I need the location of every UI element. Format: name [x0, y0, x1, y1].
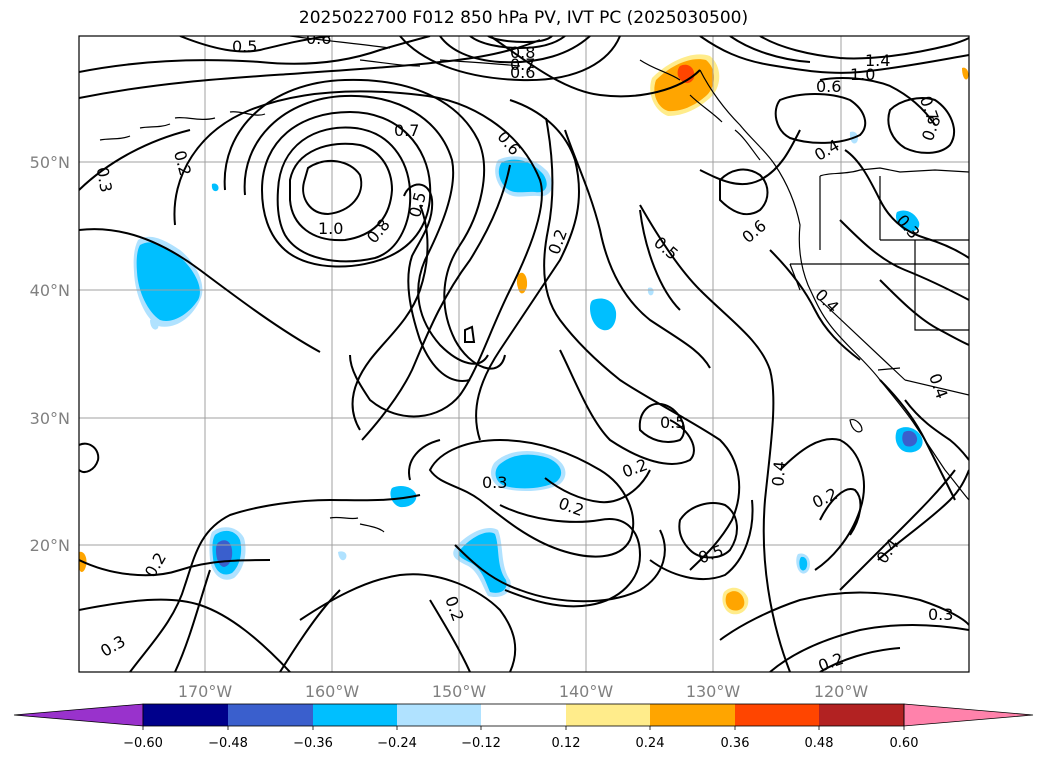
contour-label: 0.3	[93, 166, 116, 194]
lon-label: 140°W	[559, 682, 614, 701]
contour-label: 1.0	[318, 219, 343, 238]
colorbar-segment	[481, 704, 566, 726]
colorbar-tick-label: 0.24	[636, 736, 665, 751]
colorbar-segment	[650, 704, 735, 726]
colorbar: −0.60 −0.48 −0.36 −0.24 −0.12 0.12 0.24 …	[13, 703, 1034, 751]
colorbar-extend-right	[903, 703, 1034, 727]
map-area: 0.5 0.6 0.8 0.7 0.6 1.4 1.0 0.6 0.7 0.8 …	[79, 29, 969, 676]
map-title: 2025022700 F012 850 hPa PV, IVT PC (2025…	[298, 8, 749, 28]
lon-label: 160°W	[305, 682, 360, 701]
colorbar-segment	[819, 704, 904, 726]
contour-label: 0.8	[510, 43, 535, 62]
colorbar-segment	[735, 704, 819, 726]
contour-label: 0.7	[394, 121, 419, 140]
contour-label: 0.3	[482, 473, 507, 492]
contour-label: 0.6	[510, 63, 535, 82]
contour-label: 0.7	[510, 55, 535, 74]
contour-label: 1.0	[850, 65, 875, 84]
lon-label: 130°W	[686, 682, 741, 701]
colorbar-tick-label: 0.36	[721, 736, 750, 751]
colorbar-tick-label: −0.12	[461, 736, 501, 751]
lon-label: 150°W	[432, 682, 487, 701]
lat-label: 20°N	[30, 536, 70, 555]
contour-label: 0.6	[306, 29, 331, 48]
contour-label: 0.5	[232, 37, 257, 56]
contour-label: 0.5	[660, 413, 685, 432]
colorbar-tick-label: 0.48	[805, 736, 834, 751]
contour-label: 0.4	[768, 460, 789, 487]
colorbar-segment	[313, 704, 397, 726]
colorbar-tick-label: −0.48	[208, 736, 248, 751]
coastlines	[99, 36, 969, 533]
contour-label: 0.3	[928, 605, 953, 624]
colorbar-tick-label: 0.12	[552, 736, 581, 751]
colorbar-tick-label: −0.60	[123, 736, 163, 751]
colorbar-segment	[143, 704, 228, 726]
lat-label: 50°N	[30, 153, 70, 172]
colorbar-tick-label: −0.24	[377, 736, 417, 751]
colorbar-tick-label: 0.60	[890, 736, 919, 751]
colorbar-extend-left	[13, 703, 144, 727]
contour-label: 0.2	[816, 649, 846, 676]
contour-label: 0.6	[816, 77, 841, 96]
pv-contours	[79, 36, 969, 672]
colorbar-segment	[566, 704, 650, 726]
latitude-labels: 50°N 40°N 30°N 20°N	[30, 153, 70, 555]
lon-label: 120°W	[814, 682, 869, 701]
longitude-labels: 170°W 160°W 150°W 140°W 130°W 120°W	[178, 682, 869, 701]
colorbar-segment	[397, 704, 481, 726]
colorbar-tick-label: −0.36	[293, 736, 333, 751]
colorbar-segment	[228, 704, 313, 726]
contour-label: 1.4	[865, 51, 890, 70]
lat-label: 30°N	[30, 409, 70, 428]
lat-label: 40°N	[30, 281, 70, 300]
map-frame	[78, 35, 970, 673]
lon-label: 170°W	[178, 682, 233, 701]
